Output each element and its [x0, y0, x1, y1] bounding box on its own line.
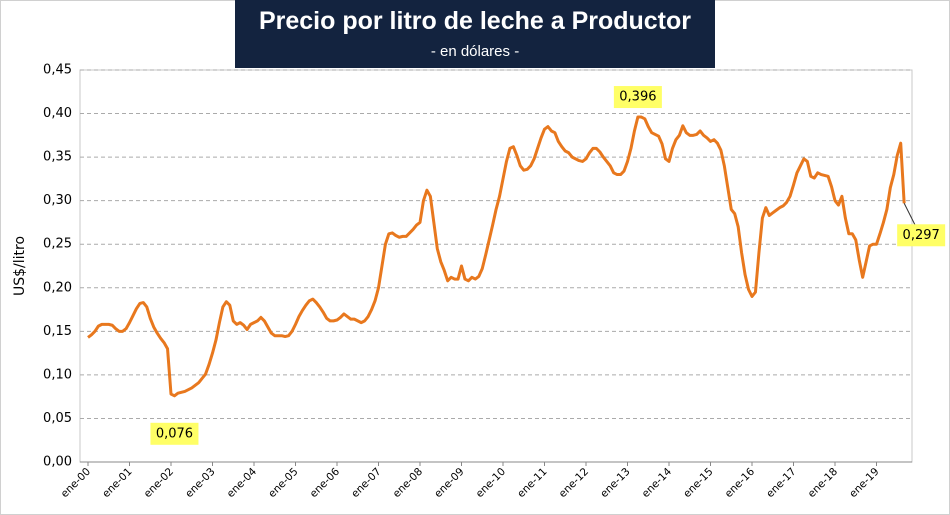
y-tick-label: 0,40 [43, 106, 72, 121]
data-label: 0,396 [619, 90, 656, 105]
data-line [87, 115, 906, 398]
y-tick-label: 0,05 [43, 411, 72, 426]
y-tick-label: 0,30 [43, 193, 72, 208]
data-label: 0,076 [156, 426, 193, 441]
y-tick-label: 0,20 [43, 280, 72, 295]
y-tick-label: 0,10 [43, 367, 72, 382]
title-box [235, 0, 715, 68]
y-tick-label: 0,45 [43, 63, 72, 78]
label-box [897, 224, 946, 247]
y-tick-label: 0,00 [43, 455, 72, 470]
y-tick-label: 0,15 [43, 324, 72, 339]
label-box [150, 422, 199, 445]
y-tick-label: 0,35 [43, 150, 72, 165]
leader-line [903, 203, 916, 226]
chart-title: Precio por litro de leche a Productor [259, 7, 691, 35]
data-label: 0,297 [903, 228, 940, 243]
y-tick-label: 0,25 [43, 237, 72, 252]
label-box [613, 86, 662, 109]
chart-subtitle: - en dólares - [431, 43, 519, 60]
y-axis-label: US$/litro [12, 236, 28, 296]
